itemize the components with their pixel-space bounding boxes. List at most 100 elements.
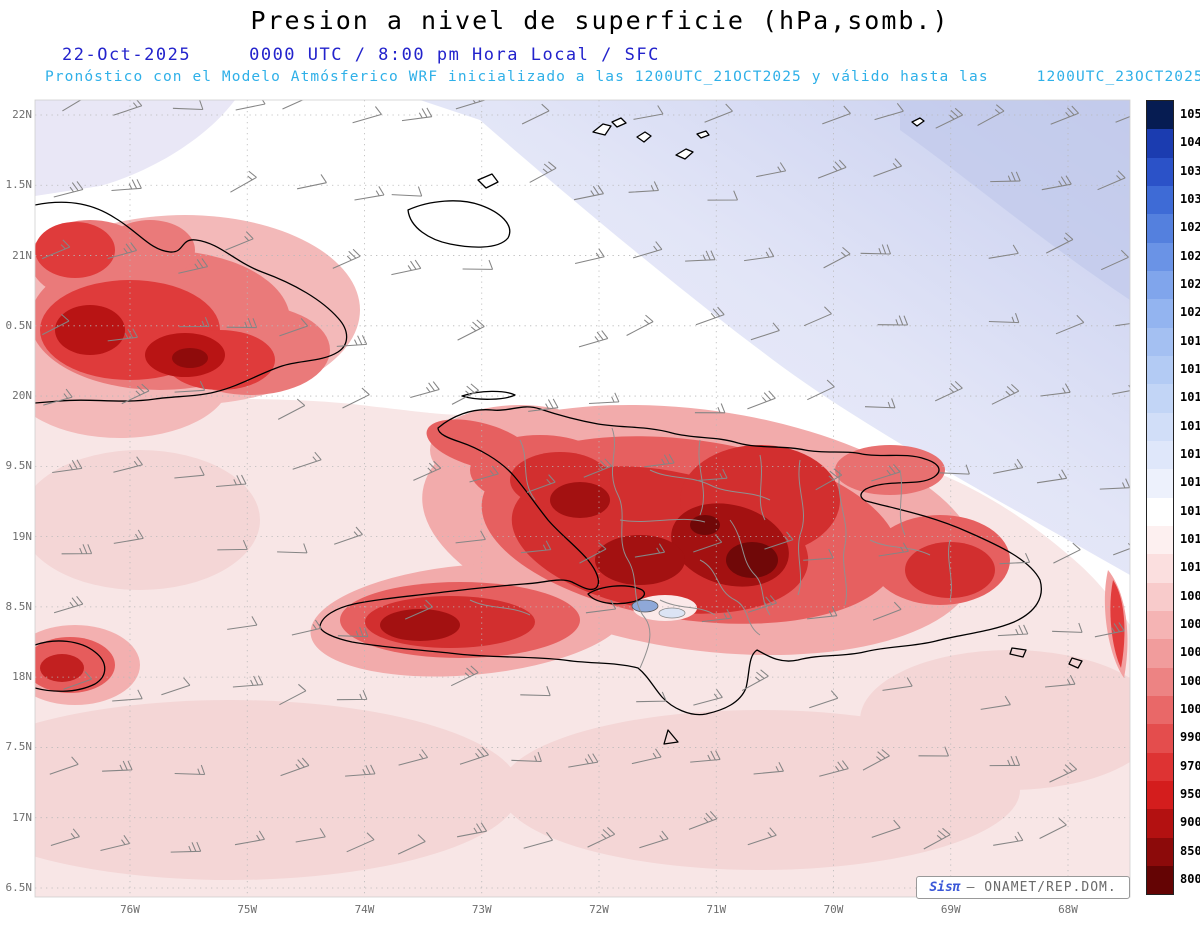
wind-barb — [1050, 105, 1079, 125]
colorbar-value-label: 1006 — [1180, 616, 1200, 631]
wind-barb — [462, 259, 494, 270]
colorbar-value-label: 970 — [1180, 758, 1200, 773]
lat-tick-label: 9.5N — [5, 459, 33, 473]
wind-barb — [397, 834, 426, 855]
wind-barb — [41, 239, 71, 260]
wind-barb — [102, 760, 133, 772]
wind-barb — [877, 315, 909, 326]
wind-barb — [753, 762, 784, 775]
colorbar-segment — [1147, 214, 1173, 243]
wind-barb — [923, 827, 951, 850]
time-label: 0000 UTC / 8:00 pm Hora Local / SFC — [249, 45, 660, 65]
wind-barb — [334, 526, 363, 545]
wind-barb — [337, 627, 369, 638]
wind-barb — [695, 306, 725, 326]
colorbar-segment — [1147, 837, 1173, 866]
colorbar-value-label: 1022 — [1180, 277, 1200, 292]
wind-barb — [450, 665, 479, 687]
wind-barb — [918, 746, 949, 757]
wind-barb — [277, 398, 306, 420]
colorbar-value-label: 1008 — [1180, 588, 1200, 603]
wind-barb — [644, 453, 675, 468]
wind-barb — [626, 314, 654, 336]
wind-barb — [225, 231, 254, 251]
wind-barb — [991, 384, 1020, 405]
hispaniola-low-shading — [310, 404, 1010, 677]
wind-barb — [997, 624, 1029, 637]
wind-barb — [50, 828, 80, 847]
wind-barb — [178, 258, 209, 274]
wind-barb — [100, 835, 131, 852]
wind-barb — [1045, 232, 1074, 254]
wind-barb — [707, 190, 738, 201]
wind-barb — [807, 379, 835, 401]
wind-barb — [977, 104, 1005, 126]
wind-barb — [53, 181, 84, 198]
wind-barb — [291, 619, 322, 636]
wind-barb — [633, 105, 664, 120]
colorbar-value-label: 990 — [1180, 730, 1200, 745]
colorbar-segment — [1147, 752, 1173, 781]
wind-barb — [704, 103, 733, 123]
wind-barb — [999, 552, 1031, 565]
branding-box: Sisπ — ONAMET/REP.DOM. — [916, 876, 1130, 899]
jamaica-low-shading — [35, 625, 140, 705]
org-label: — ONAMET/REP.DOM. — [966, 880, 1117, 895]
wind-barb — [587, 827, 616, 848]
wind-barb — [588, 392, 620, 405]
wind-barb — [1049, 762, 1078, 783]
wind-barb — [1099, 478, 1130, 490]
wind-barb — [410, 381, 440, 399]
lavender-patch-topleft — [35, 100, 235, 196]
wind-barb — [107, 328, 138, 342]
wind-barb — [174, 466, 205, 479]
wind-barb — [345, 764, 376, 777]
wind-barb — [873, 158, 902, 177]
wind-barb — [62, 100, 82, 112]
colorbar-value-label: 900 — [1180, 815, 1200, 830]
colorbar-segment — [1147, 157, 1173, 186]
wind-barb — [574, 248, 605, 265]
colorbar-value-label: 1013 — [1180, 503, 1200, 518]
beata-island — [663, 729, 679, 745]
lat-tick-label: 6.5N — [5, 880, 33, 894]
wind-barb — [61, 544, 93, 555]
colorbar-value-label: 1016 — [1180, 418, 1200, 433]
datetime-line: 22-Oct-2025 0000 UTC / 8:00 pm Hora Loca… — [62, 45, 660, 65]
wind-barb — [747, 827, 777, 846]
wind-barb — [296, 174, 327, 190]
colorbar-segment — [1147, 412, 1173, 441]
wind-barb — [234, 830, 265, 846]
wind-barb — [1053, 542, 1081, 564]
wind-barb — [878, 542, 909, 557]
wind-barb — [226, 318, 258, 329]
wind-barb — [511, 751, 542, 763]
wind-barb — [1052, 622, 1083, 633]
colorbar-value-label: 1028 — [1180, 220, 1200, 235]
wind-barb — [53, 595, 84, 614]
wind-barb — [42, 314, 70, 336]
jamaica-coastline — [35, 640, 106, 692]
wind-barb — [1036, 469, 1068, 484]
wind-barb — [63, 671, 93, 690]
wind-barb — [413, 460, 442, 481]
wind-barb — [521, 103, 550, 125]
colorbar-segment — [1147, 865, 1173, 895]
great-inagua-coastline — [407, 200, 511, 248]
colorbar-value-label: 1012 — [1180, 531, 1200, 546]
wind-barb — [864, 398, 896, 409]
wind-barb — [520, 540, 552, 554]
wind-barb — [693, 534, 723, 553]
wind-barb — [1041, 175, 1072, 191]
wind-barb — [815, 468, 843, 491]
colorbar-segment — [1147, 327, 1173, 356]
wind-barb — [107, 242, 138, 260]
wind-barb — [457, 822, 488, 838]
colorbar-value-label: 1025 — [1180, 248, 1200, 263]
lat-tick-label: 7.5N — [5, 740, 33, 754]
wind-barb — [232, 675, 264, 688]
wind-barb — [634, 543, 666, 558]
wind-barb — [573, 185, 604, 201]
